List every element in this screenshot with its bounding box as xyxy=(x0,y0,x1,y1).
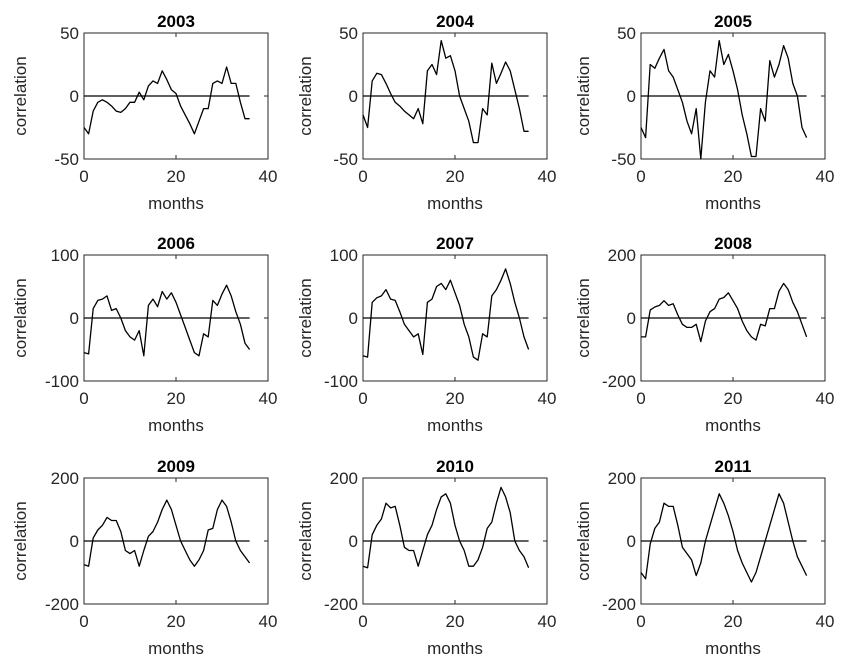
y-tick-label: 100 xyxy=(330,246,358,265)
x-axis-label: months xyxy=(427,194,483,213)
y-tick-label: -100 xyxy=(45,372,79,391)
y-tick-label: 200 xyxy=(51,469,79,488)
x-tick-label: 0 xyxy=(636,167,645,186)
x-tick-label: 0 xyxy=(636,389,645,408)
x-tick-label: 0 xyxy=(358,612,367,631)
subplot-title: 2011 xyxy=(715,457,752,476)
subplot-title: 2010 xyxy=(436,457,474,476)
x-tick-label: 40 xyxy=(538,167,557,186)
x-axis-label: months xyxy=(427,639,483,658)
subplot-title: 2007 xyxy=(436,234,474,253)
x-axis-label: months xyxy=(148,416,204,435)
y-axis-label: correlation xyxy=(11,56,30,135)
x-tick-label: 20 xyxy=(167,167,186,186)
x-tick-label: 20 xyxy=(446,389,465,408)
subplot-title: 2009 xyxy=(157,457,195,476)
y-tick-label: 0 xyxy=(349,309,358,328)
y-tick-label: 50 xyxy=(617,24,636,43)
x-axis-label: months xyxy=(705,639,761,658)
y-tick-label: -50 xyxy=(611,150,636,169)
y-axis-label: correlation xyxy=(296,501,315,580)
y-tick-label: 0 xyxy=(627,532,636,551)
y-tick-label: 0 xyxy=(70,532,79,551)
x-tick-label: 20 xyxy=(724,612,743,631)
subplot-title: 2008 xyxy=(714,234,752,253)
y-axis-label: correlation xyxy=(11,501,30,580)
y-axis-label: correlation xyxy=(574,501,593,580)
subplot-title: 2004 xyxy=(436,12,474,31)
x-tick-label: 40 xyxy=(259,389,278,408)
x-tick-label: 0 xyxy=(358,389,367,408)
x-tick-label: 40 xyxy=(816,167,835,186)
x-tick-label: 40 xyxy=(538,612,557,631)
y-axis-label: correlation xyxy=(296,56,315,135)
x-tick-label: 0 xyxy=(79,389,88,408)
x-tick-label: 20 xyxy=(724,389,743,408)
x-tick-label: 20 xyxy=(446,167,465,186)
y-tick-label: -200 xyxy=(324,595,358,614)
y-tick-label: 0 xyxy=(70,309,79,328)
subplot-title: 2006 xyxy=(157,234,195,253)
x-tick-label: 0 xyxy=(79,167,88,186)
y-tick-label: -100 xyxy=(324,372,358,391)
x-tick-label: 40 xyxy=(259,167,278,186)
y-tick-label: 200 xyxy=(608,469,636,488)
y-axis-label: correlation xyxy=(296,278,315,357)
y-axis-label: correlation xyxy=(574,278,593,357)
x-tick-label: 40 xyxy=(816,389,835,408)
x-axis-label: months xyxy=(148,639,204,658)
y-tick-label: 0 xyxy=(349,87,358,106)
x-tick-label: 20 xyxy=(167,612,186,631)
x-tick-label: 40 xyxy=(538,389,557,408)
y-axis-label: correlation xyxy=(574,56,593,135)
x-tick-label: 0 xyxy=(79,612,88,631)
y-tick-label: 200 xyxy=(330,469,358,488)
y-tick-label: 0 xyxy=(627,309,636,328)
x-axis-label: months xyxy=(427,416,483,435)
y-tick-label: 50 xyxy=(60,24,79,43)
x-tick-label: 0 xyxy=(358,167,367,186)
subplot-title: 2005 xyxy=(714,12,752,31)
x-axis-label: months xyxy=(705,416,761,435)
y-tick-label: -200 xyxy=(602,372,636,391)
y-tick-label: 50 xyxy=(339,24,358,43)
y-tick-label: -50 xyxy=(333,150,358,169)
x-tick-label: 20 xyxy=(167,389,186,408)
x-tick-label: 0 xyxy=(636,612,645,631)
y-tick-label: 0 xyxy=(627,87,636,106)
x-tick-label: 40 xyxy=(816,612,835,631)
y-tick-label: 100 xyxy=(51,246,79,265)
y-tick-label: -200 xyxy=(45,595,79,614)
y-tick-label: -50 xyxy=(54,150,79,169)
y-tick-label: 0 xyxy=(70,87,79,106)
y-tick-label: -200 xyxy=(602,595,636,614)
x-tick-label: 40 xyxy=(259,612,278,631)
x-axis-label: months xyxy=(705,194,761,213)
y-tick-label: 200 xyxy=(608,246,636,265)
x-tick-label: 20 xyxy=(724,167,743,186)
x-axis-label: months xyxy=(148,194,204,213)
subplot-title: 2003 xyxy=(157,12,195,31)
y-tick-label: 0 xyxy=(349,532,358,551)
y-axis-label: correlation xyxy=(11,278,30,357)
x-tick-label: 20 xyxy=(446,612,465,631)
